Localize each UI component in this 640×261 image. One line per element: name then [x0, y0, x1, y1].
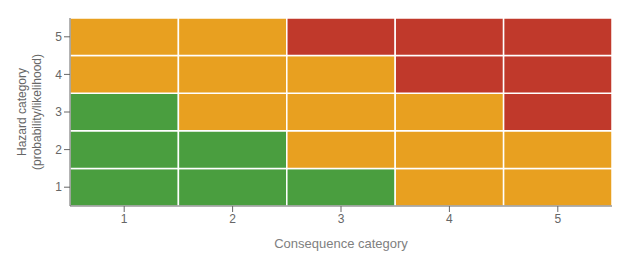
svg-text:4: 4	[55, 68, 62, 82]
svg-text:(probability/likelihood): (probability/likelihood)	[30, 54, 44, 170]
svg-text:Hazard category: Hazard category	[15, 68, 29, 156]
svg-text:1: 1	[121, 212, 128, 226]
svg-text:3: 3	[338, 212, 345, 226]
svg-text:5: 5	[554, 212, 561, 226]
svg-text:5: 5	[55, 30, 62, 44]
svg-text:2: 2	[55, 143, 62, 157]
svg-text:2: 2	[229, 212, 236, 226]
svg-text:Consequence category: Consequence category	[274, 236, 408, 251]
svg-text:3: 3	[55, 105, 62, 119]
svg-text:4: 4	[446, 212, 453, 226]
svg-text:1: 1	[55, 180, 62, 194]
